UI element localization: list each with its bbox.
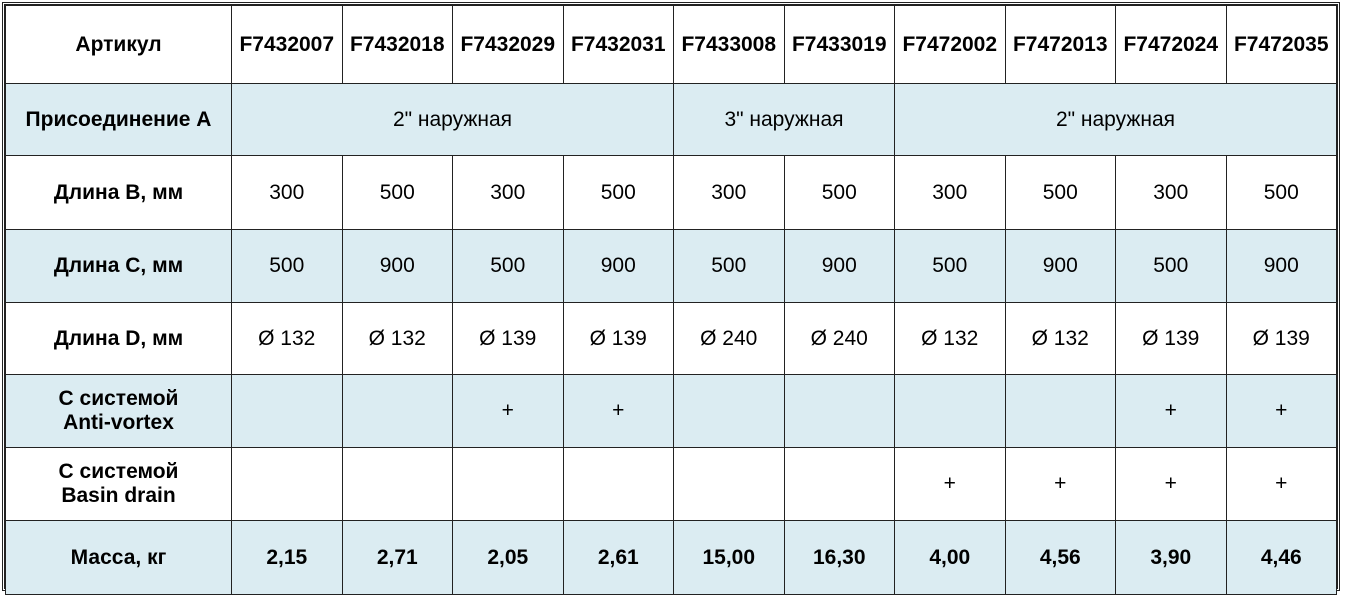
table-cell: 2,61 [562, 520, 674, 595]
table-cell: + [1004, 447, 1116, 521]
spec-table: Артикул F7432007 F7432018 F7432029 F7432031 F… [5, 5, 1337, 595]
table-cell [783, 447, 895, 521]
table-cell: 2,71 [341, 520, 453, 595]
table-cell: 900 [783, 229, 895, 303]
row-article: Артикул F7432007 F7432018 F7432029 F7432031 F… [5, 5, 1337, 84]
table-cell: 4,56 [1004, 520, 1116, 595]
row-header-line: С системой [58, 460, 179, 483]
table-cell: 500 [1225, 155, 1337, 230]
table-cell [673, 374, 785, 448]
table-cell: 2,05 [452, 520, 564, 595]
table-cell: 2" наружная [894, 83, 1337, 156]
table-cell [231, 374, 343, 448]
table-cell: F7432029 [452, 5, 564, 84]
table-cell [562, 447, 674, 521]
table-cell [231, 447, 343, 521]
row-connection: Присоединение А 2" наружная 3" наружная 2" … [5, 83, 1337, 156]
row-basin-drain: С системой Basin drain + + + + [5, 447, 1337, 521]
table-cell: F7432031 [562, 5, 674, 84]
row-header: Длина В, мм [5, 155, 232, 230]
table-cell: Ø 139 [562, 302, 674, 375]
row-header-line: Basin drain [61, 484, 176, 507]
table-cell: + [1115, 374, 1227, 448]
table-cell: Ø 132 [1004, 302, 1116, 375]
table-cell: 300 [231, 155, 343, 230]
row-header: Присоединение А [5, 83, 232, 156]
table-cell: F7432007 [231, 5, 343, 84]
row-header-line: Anti-vortex [63, 411, 174, 434]
row-header: С системой Anti-vortex [5, 374, 232, 448]
table-cell: + [452, 374, 564, 448]
table-cell: 900 [562, 229, 674, 303]
table-cell: Ø 132 [894, 302, 1006, 375]
row-header: Длина С, мм [5, 229, 232, 303]
table-cell: Ø 139 [452, 302, 564, 375]
row-header: С системой Basin drain [5, 447, 232, 521]
table-cell: 500 [231, 229, 343, 303]
table-cell: 500 [783, 155, 895, 230]
table-cell: 4,00 [894, 520, 1006, 595]
table-cell: 2,15 [231, 520, 343, 595]
row-mass: Масса, кг 2,15 2,71 2,05 2,61 15,00 16,30 4,00 4… [5, 520, 1337, 595]
table-cell: F7472035 [1225, 5, 1337, 84]
row-header: Артикул [5, 5, 232, 84]
table-cell: F7432018 [341, 5, 453, 84]
table-cell [341, 374, 453, 448]
table-cell: Ø 240 [783, 302, 895, 375]
table-cell: 900 [341, 229, 453, 303]
table-cell: 500 [1115, 229, 1227, 303]
table-cell: 300 [673, 155, 785, 230]
table-cell: 4,46 [1225, 520, 1337, 595]
table-cell: 500 [562, 155, 674, 230]
table-cell: + [1225, 374, 1337, 448]
table-cell [673, 447, 785, 521]
table-cell: 3,90 [1115, 520, 1227, 595]
table-cell: 500 [673, 229, 785, 303]
table-cell: + [894, 447, 1006, 521]
table-cell: + [1225, 447, 1337, 521]
row-header: Масса, кг [5, 520, 232, 595]
table-cell: 500 [894, 229, 1006, 303]
table-cell: Ø 139 [1115, 302, 1227, 375]
row-length-d: Длина D, мм Ø 132 Ø 132 Ø 139 Ø 139 Ø 240 Ø 24… [5, 302, 1337, 375]
table-cell: F7472024 [1115, 5, 1227, 84]
table-cell: F7433008 [673, 5, 785, 84]
table-cell: 3" наружная [673, 83, 895, 156]
table-cell: 500 [1004, 155, 1116, 230]
table-cell: 900 [1225, 229, 1337, 303]
table-cell [783, 374, 895, 448]
table-cell: 300 [894, 155, 1006, 230]
table-cell [452, 447, 564, 521]
table-cell: 15,00 [673, 520, 785, 595]
table-cell: Ø 132 [231, 302, 343, 375]
table-cell: Ø 139 [1225, 302, 1337, 375]
row-header-line: С системой [58, 387, 179, 410]
table-cell [1004, 374, 1116, 448]
table-cell: F7433019 [783, 5, 895, 84]
table-cell: + [1115, 447, 1227, 521]
row-length-b: Длина В, мм 300 500 300 500 300 500 300 500 300 50… [5, 155, 1337, 230]
row-header: Длина D, мм [5, 302, 232, 375]
table-cell [894, 374, 1006, 448]
table-cell: 500 [452, 229, 564, 303]
row-anti-vortex: С системой Anti-vortex + + + + [5, 374, 1337, 448]
table-cell: F7472002 [894, 5, 1006, 84]
table-cell [341, 447, 453, 521]
table-cell: Ø 132 [341, 302, 453, 375]
table-cell: 900 [1004, 229, 1116, 303]
table-cell: 300 [1115, 155, 1227, 230]
row-length-c: Длина С, мм 500 900 500 900 500 900 500 900 500 90… [5, 229, 1337, 303]
table-cell: + [562, 374, 674, 448]
table-cell: F7472013 [1004, 5, 1116, 84]
table-cell: 2" наружная [231, 83, 674, 156]
table-cell: 300 [452, 155, 564, 230]
table-cell: 16,30 [783, 520, 895, 595]
table-cell: Ø 240 [673, 302, 785, 375]
table-cell: 500 [341, 155, 453, 230]
